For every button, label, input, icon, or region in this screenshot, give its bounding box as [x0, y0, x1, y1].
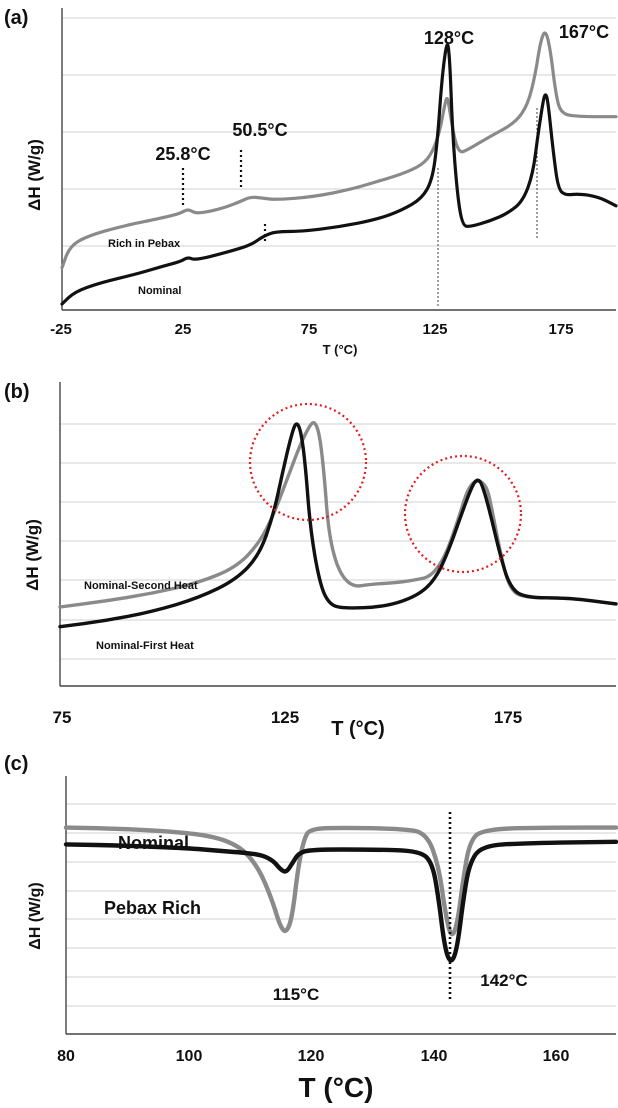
panel-a-series-label-pebax: Rich in Pebax [108, 238, 181, 250]
panel-b-highlight-circle-2 [403, 454, 523, 574]
panel-b-label: (b) [4, 381, 30, 403]
panel-a-peak-label-128: 128°C [424, 28, 474, 48]
panel-a-series-label-nominal: Nominal [138, 285, 181, 297]
panel-b-xtick: 175 [494, 708, 522, 727]
panel-b-series-label-second: Nominal-Second Heat [84, 580, 198, 592]
series-line-nominal [63, 825, 618, 937]
panel-a-xtick: -25 [50, 321, 72, 338]
panel-b-highlight-circle-1 [248, 402, 368, 522]
panel-c-x-label: T (°C) [299, 1072, 374, 1103]
panel-a-xtick: 125 [422, 321, 447, 338]
panel-b-x-label: T (°C) [331, 718, 385, 740]
series-line-pebax-rich [63, 839, 618, 963]
panel-c-series-label-pebax: Pebax Rich [104, 898, 201, 918]
panel-b-series-label-first: Nominal-First Heat [96, 640, 194, 652]
panel-a-grid [62, 17, 616, 247]
panel-c-peak-label-115: 115°C [273, 985, 320, 1004]
panel-c-label: (c) [4, 753, 28, 775]
panel-a-x-label: T (°C) [323, 342, 358, 357]
panel-b-y-label: ΔH (W/g) [23, 519, 42, 591]
panel-b-series [58, 421, 618, 629]
series-line-nominal-second-heat [58, 421, 618, 609]
panel-b: (b) 75 125 175 T (°C) ΔH (W/g) Nominal-S… [4, 381, 618, 740]
panel-a-transition-label-25: 25.8°C [155, 144, 210, 164]
series-line-rich-in-pebax [60, 31, 618, 270]
panel-c-xtick: 120 [298, 1048, 325, 1065]
panel-a-transition-label-50: 50.5°C [232, 120, 287, 140]
panel-c-grid [66, 803, 616, 1007]
panel-c-peak-label-142: 142°C [480, 971, 527, 990]
panel-a: (a) -25 25 75 125 175 T (°C) ΔH (W/g) 12… [4, 7, 618, 357]
panel-a-xtick: 75 [301, 321, 318, 338]
panel-a-xtick: 175 [548, 321, 573, 338]
panel-c-xtick: 140 [421, 1048, 448, 1065]
panel-c-y-label: ΔH (W/g) [27, 882, 44, 949]
panel-c-xtick: 80 [57, 1048, 75, 1065]
panel-a-y-label: ΔH (W/g) [25, 139, 44, 211]
panel-b-grid [60, 423, 616, 660]
panel-c: (c) 80 100 120 140 160 T (°C) ΔH (W/g) 1… [4, 753, 618, 1103]
panel-c-xtick: 100 [176, 1048, 203, 1065]
panel-c-xtick: 160 [543, 1048, 570, 1065]
panel-a-label: (a) [4, 7, 28, 29]
panel-c-series-label-nominal: Nominal [118, 833, 189, 853]
series-line-nominal [60, 43, 618, 306]
panel-b-xtick: 75 [53, 708, 72, 727]
panel-a-series [60, 31, 618, 306]
series-line-nominal-first-heat [58, 422, 618, 629]
panel-b-xtick: 125 [271, 708, 299, 727]
panel-a-peak-label-167: 167°C [559, 22, 609, 42]
panel-a-xtick: 25 [175, 321, 192, 338]
panel-c-series [63, 825, 618, 963]
